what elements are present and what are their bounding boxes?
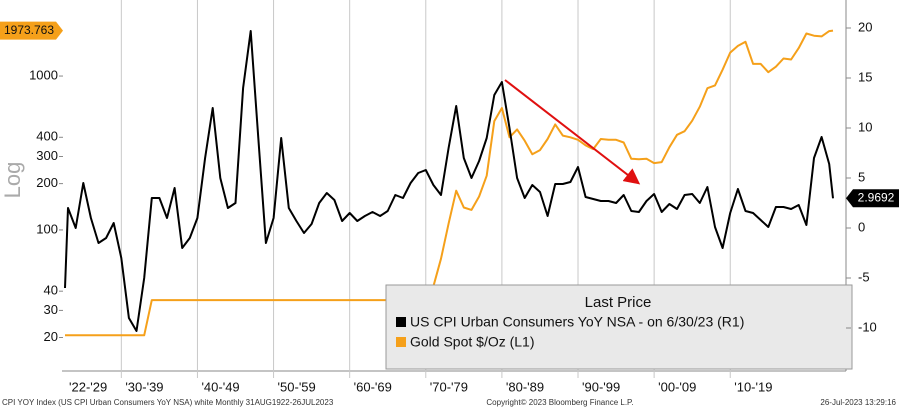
- last-price-tag: [846, 189, 899, 208]
- x-tick-label: '60-'69: [354, 379, 392, 394]
- y-tick-label: 100: [36, 221, 58, 236]
- legend-label: Gold Spot $/Oz (L1): [410, 334, 535, 350]
- y-axis-label: Log: [0, 162, 25, 199]
- y2-tick-label: -5: [858, 269, 870, 284]
- legend-label: US CPI Urban Consumers YoY NSA - on 6/30…: [410, 314, 744, 330]
- x-tick-label: '50-'59: [278, 379, 316, 394]
- y-tick-label: 40: [44, 283, 58, 298]
- y2-tick-label: 5: [858, 169, 865, 184]
- legend-title: Last Price: [585, 294, 652, 311]
- y2-tick-label: 20: [858, 19, 872, 34]
- series-lines: [64, 29, 834, 337]
- y-tick-label: 20: [44, 329, 58, 344]
- last-price-tag: [0, 21, 63, 40]
- x-tick-label: '70-'79: [430, 379, 468, 394]
- y2-tick-label: 0: [858, 219, 865, 234]
- footer-left: CPI YOY Index (US CPI Urban Consumers Yo…: [2, 398, 334, 407]
- legend-swatch: [396, 337, 406, 347]
- x-tick-label: '80-'89: [506, 379, 544, 394]
- x-tick-label: '22-'29: [69, 379, 107, 394]
- y-tick-label: 30: [44, 302, 58, 317]
- legend: Last Price US CPI Urban Consumers YoY NS…: [385, 284, 853, 370]
- y2-tick-label: 15: [858, 69, 872, 84]
- last-price-label: 2.9692: [858, 190, 895, 204]
- y-tick-label: 300: [36, 148, 58, 163]
- x-tick-label: '90-'99: [582, 379, 620, 394]
- series-line: [65, 29, 834, 337]
- y-tick-label: 200: [36, 175, 58, 190]
- legend-swatch: [396, 317, 406, 327]
- series-line: [64, 30, 834, 332]
- last-price-label: 1973.763: [4, 23, 54, 37]
- x-tick-label: '30-'39: [125, 379, 163, 394]
- footer-right: 26-Jul-2023 13:29:16: [820, 398, 896, 407]
- x-tick-label: '10-'19: [734, 379, 772, 394]
- footer-center: Copyright© 2023 Bloomberg Finance L.P.: [486, 398, 633, 407]
- legend-box: [385, 284, 853, 370]
- y2-tick-label: -10: [858, 319, 877, 334]
- y2-tick-label: 10: [858, 119, 872, 134]
- x-tick-label: '40-'49: [201, 379, 239, 394]
- annotation-arrow: [504, 79, 641, 185]
- y-tick-label: 400: [36, 129, 58, 144]
- x-tick-label: '00-'09: [658, 379, 696, 394]
- y-tick-label: 1000: [29, 67, 58, 82]
